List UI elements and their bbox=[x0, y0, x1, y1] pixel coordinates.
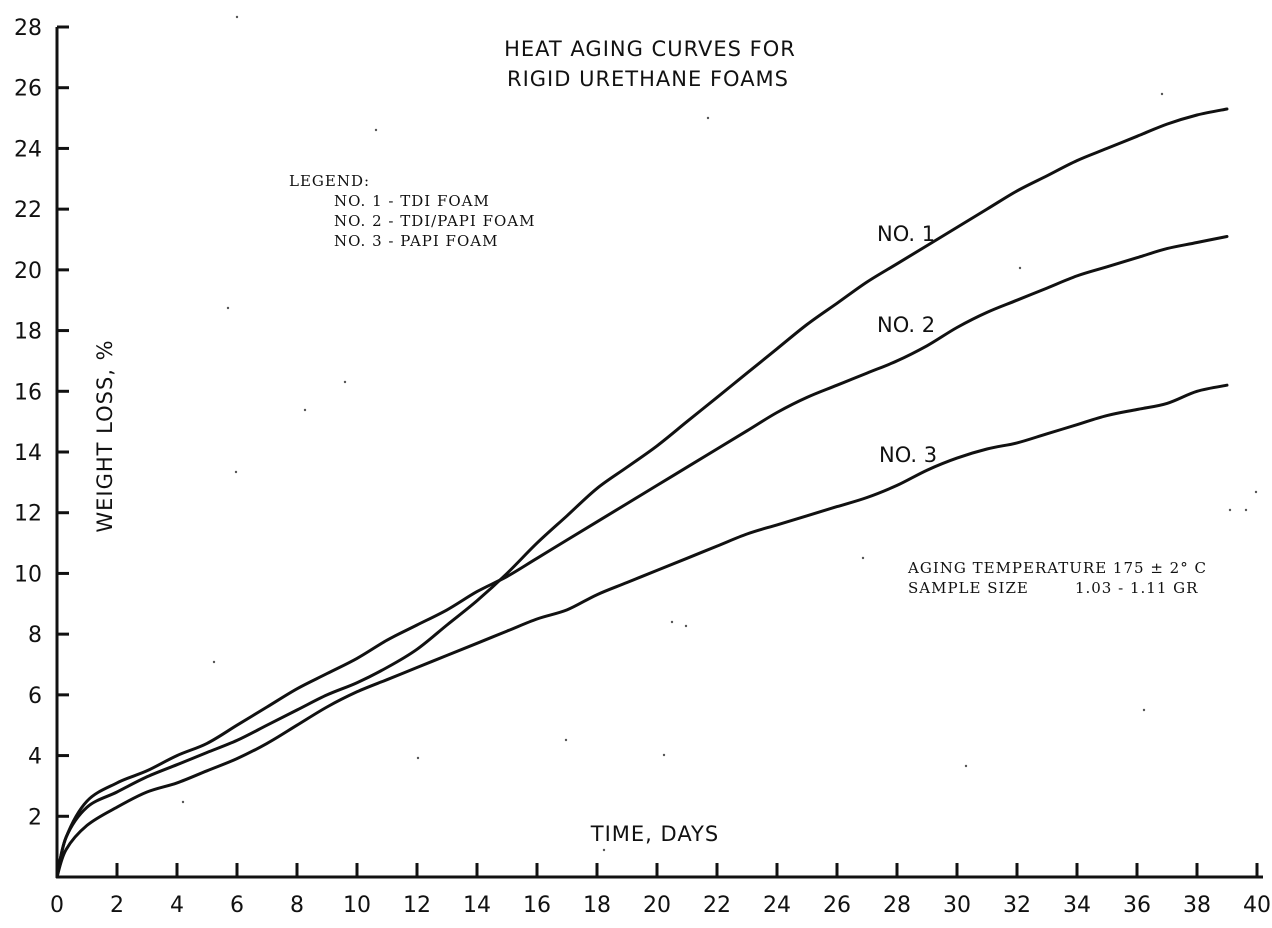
scan-speck bbox=[964, 764, 968, 768]
x-tick-label: 40 bbox=[1243, 893, 1271, 918]
x-tick-label: 30 bbox=[943, 893, 971, 918]
sample-size-note: SAMPLE SIZE 1.03 - 1.11 GR bbox=[908, 579, 1198, 597]
y-tick-label: 8 bbox=[28, 623, 42, 648]
scan-speck bbox=[684, 624, 688, 628]
y-tick-label: 2 bbox=[28, 805, 42, 830]
chart-title-line-2: RIGID URETHANE FOAMS bbox=[507, 67, 789, 91]
x-tick-label: 10 bbox=[343, 893, 371, 918]
x-tick-label: 4 bbox=[170, 893, 184, 918]
scan-speck bbox=[374, 128, 378, 132]
scan-speck bbox=[1228, 508, 1232, 512]
x-tick-label: 12 bbox=[403, 893, 431, 918]
series-label-no-2: NO. 2 bbox=[877, 313, 935, 337]
x-tick-label: 24 bbox=[763, 893, 791, 918]
y-tick-label: 6 bbox=[28, 684, 42, 709]
x-tick-label: 32 bbox=[1003, 893, 1031, 918]
chart-title-line-1: HEAT AGING CURVES FOR bbox=[504, 37, 796, 61]
x-tick-label: 26 bbox=[823, 893, 851, 918]
legend-entry-2: NO. 2 - TDI/PAPI FOAM bbox=[334, 212, 535, 230]
scan-speck bbox=[706, 116, 710, 120]
scan-speck bbox=[234, 470, 238, 474]
legend-title: LEGEND: bbox=[289, 172, 370, 190]
legend-entry-1: NO. 1 - TDI FOAM bbox=[334, 192, 490, 210]
scan-speck bbox=[212, 660, 216, 664]
scan-speck bbox=[343, 380, 347, 384]
y-tick-label: 24 bbox=[14, 137, 42, 162]
x-tick-label: 22 bbox=[703, 893, 731, 918]
y-tick-label: 28 bbox=[14, 16, 42, 41]
x-tick-label: 38 bbox=[1183, 893, 1211, 918]
scan-speck bbox=[1160, 92, 1164, 96]
legend-entry-3: NO. 3 - PAPI FOAM bbox=[334, 232, 498, 250]
x-tick-label: 8 bbox=[290, 893, 304, 918]
scan-specks bbox=[181, 15, 1258, 852]
curve-no-3 bbox=[55, 383, 1229, 879]
scan-speck bbox=[1142, 708, 1146, 712]
y-tick-label: 20 bbox=[14, 259, 42, 284]
scan-speck bbox=[602, 848, 606, 852]
x-tick-label: 34 bbox=[1063, 893, 1091, 918]
scan-speck bbox=[1254, 490, 1258, 494]
x-tick-label: 0 bbox=[50, 893, 64, 918]
x-tick-label: 20 bbox=[643, 893, 671, 918]
y-axis-title: WEIGHT LOSS, % bbox=[93, 339, 117, 532]
y-tick-label: 14 bbox=[14, 441, 42, 466]
curve-no-1 bbox=[55, 107, 1229, 879]
aging-temperature-note: AGING TEMPERATURE 175 ± 2° C bbox=[907, 559, 1207, 577]
y-tick-label: 16 bbox=[14, 380, 42, 405]
legend: LEGEND: NO. 1 - TDI FOAM NO. 2 - TDI/PAP… bbox=[289, 172, 535, 250]
y-tick-label: 12 bbox=[14, 502, 42, 527]
x-tick-label: 36 bbox=[1123, 893, 1151, 918]
scan-speck bbox=[235, 15, 239, 19]
scan-speck bbox=[303, 408, 307, 412]
x-tick-label: 14 bbox=[463, 893, 491, 918]
scan-speck bbox=[1018, 266, 1022, 270]
x-axis-title: TIME, DAYS bbox=[590, 822, 719, 846]
curves bbox=[55, 107, 1229, 879]
x-tick-label: 6 bbox=[230, 893, 244, 918]
scan-speck bbox=[181, 800, 185, 804]
y-tick-label: 10 bbox=[14, 562, 42, 587]
scan-speck bbox=[670, 620, 674, 624]
x-tick-label: 28 bbox=[883, 893, 911, 918]
x-tick-label: 18 bbox=[583, 893, 611, 918]
y-tick-label: 18 bbox=[14, 320, 42, 345]
y-tick-label: 22 bbox=[14, 198, 42, 223]
y-tick-label: 4 bbox=[28, 745, 42, 770]
y-tick-label: 26 bbox=[14, 77, 42, 102]
series-label-no-3: NO. 3 bbox=[879, 443, 937, 467]
x-tick-label: 16 bbox=[523, 893, 551, 918]
series-label-no-1: NO. 1 bbox=[877, 222, 935, 246]
scan-speck bbox=[226, 306, 230, 310]
scan-speck bbox=[416, 756, 420, 760]
scan-speck bbox=[662, 753, 666, 757]
scan-speck bbox=[861, 556, 865, 560]
scan-speck bbox=[1244, 508, 1248, 512]
curve-no-2 bbox=[55, 235, 1229, 879]
axes: 0 2 4 6 8 10 12 14 16 18 20 22 24 26 28 30 32 34 36 38 40246… bbox=[14, 16, 1271, 918]
scan-speck bbox=[564, 738, 568, 742]
x-tick-label: 2 bbox=[110, 893, 124, 918]
